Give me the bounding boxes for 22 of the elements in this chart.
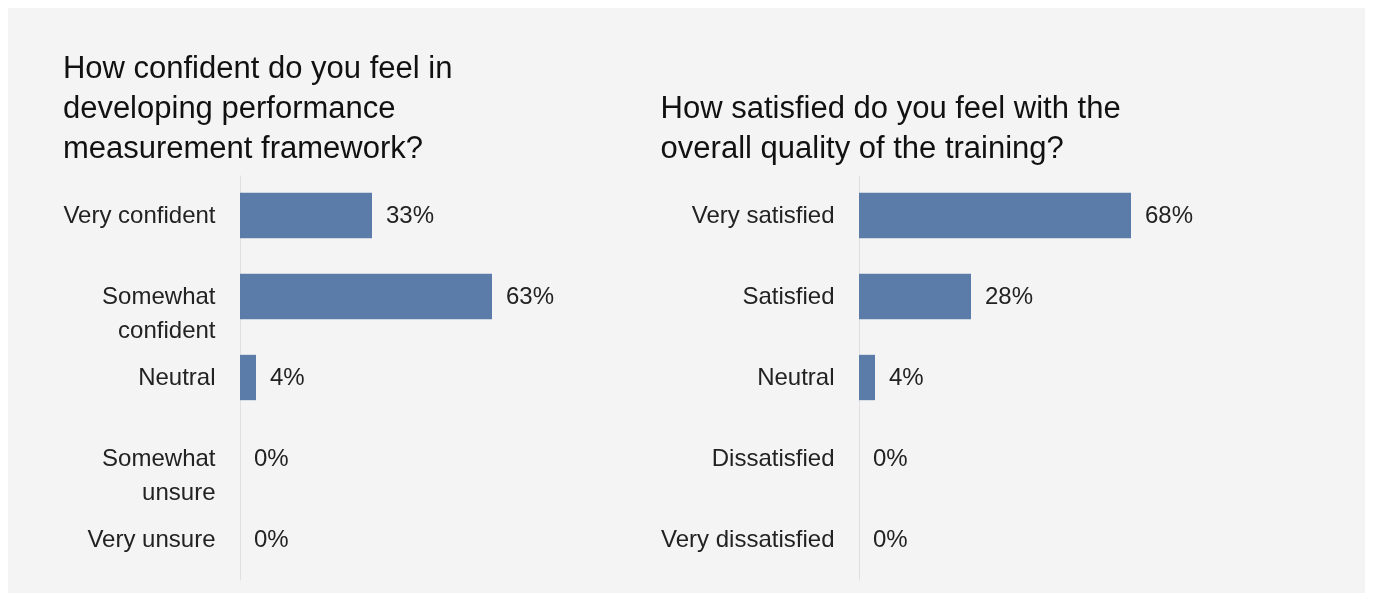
y-tick-label: Very unsure	[87, 524, 216, 552]
data-label: 63%	[506, 281, 555, 309]
y-tick-label: Very dissatisfied	[661, 524, 835, 552]
y-tick-label: Satisfied	[742, 281, 835, 309]
data-label: 4%	[889, 362, 924, 390]
data-label: 0%	[873, 524, 908, 552]
y-tick-label: Very confident	[63, 200, 216, 228]
y-tick-label: Somewhat unsure	[102, 443, 216, 505]
data-label: 4%	[270, 362, 305, 390]
y-tick-label: Very satisfied	[691, 200, 835, 228]
data-label: 28%	[985, 281, 1034, 309]
y-tick-label: Somewhat confident	[102, 281, 216, 343]
data-label: 0%	[254, 443, 289, 471]
chart-title: How satisfied do you feel with the overall quality of the training?	[660, 90, 1121, 165]
data-label: 0%	[873, 443, 908, 471]
y-tick-label: Neutral	[757, 362, 835, 390]
data-label: 0%	[254, 524, 289, 552]
chart-title: How confident do you feel in developing performance measurement framework?	[62, 50, 453, 165]
data-label: 68%	[1145, 200, 1194, 228]
y-tick-label: Neutral	[138, 362, 216, 390]
data-label: 33%	[386, 200, 435, 228]
y-tick-label: Dissatisfied	[711, 443, 835, 471]
